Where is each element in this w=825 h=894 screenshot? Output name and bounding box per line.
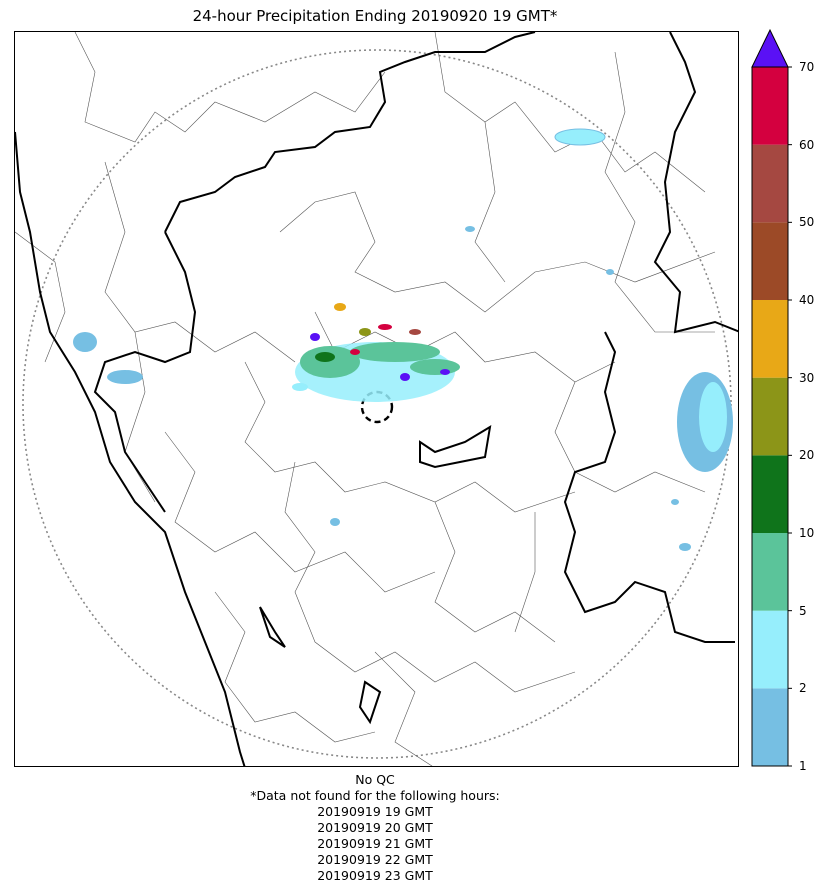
map-canvas [15, 32, 738, 766]
colorbar-tick-label: 10 [799, 526, 815, 540]
colorbar-segment [752, 455, 788, 533]
colorbar-extend-triangle [751, 28, 789, 68]
colorbar-segment [752, 222, 788, 300]
colorbar-frame [751, 66, 789, 767]
colorbar-tick-label: 60 [799, 137, 815, 152]
precipitation-field [73, 128, 733, 551]
missing-hour: 20190919 23 GMT [317, 868, 433, 883]
radar-range-ring [22, 49, 732, 759]
colorbar-segment [752, 610, 788, 689]
colorbar-segment [752, 67, 788, 145]
colorbar [751, 28, 792, 770]
colorbar-segment [752, 300, 788, 378]
missing-hour: 20190919 20 GMT [317, 820, 433, 835]
state-boundaries [15, 32, 738, 766]
missing-hour: 20190919 21 GMT [317, 836, 433, 851]
missing-hour: 20190919 22 GMT [317, 852, 433, 867]
colorbar-tick-label: 30 [799, 370, 815, 385]
missing-hour: 20190919 19 GMT [317, 804, 433, 819]
colorbar-tick-label: 1 [799, 759, 807, 773]
radar-map [14, 31, 739, 767]
chart-title: 24-hour Precipitation Ending 20190920 19… [192, 7, 558, 25]
colorbar-tick-label: 70 [799, 60, 815, 74]
colorbar-tick-label: 2 [799, 681, 807, 696]
colorbar-segment [752, 688, 788, 766]
colorbar-segment [752, 533, 788, 611]
qc-note: No QC [355, 772, 395, 787]
colorbar-segment [752, 377, 788, 456]
colorbar-tick-label: 40 [799, 293, 815, 307]
colorbar-tick-label: 20 [799, 448, 815, 463]
footer-notes: No QC *Data not found for the following … [0, 772, 750, 884]
colorbar-tick-label: 5 [799, 603, 807, 618]
colorbar-svg [751, 28, 792, 767]
colorbar-tick-label: 50 [799, 215, 815, 230]
missing-data-note: *Data not found for the following hours: [250, 788, 500, 803]
colorbar-segment [752, 144, 788, 223]
